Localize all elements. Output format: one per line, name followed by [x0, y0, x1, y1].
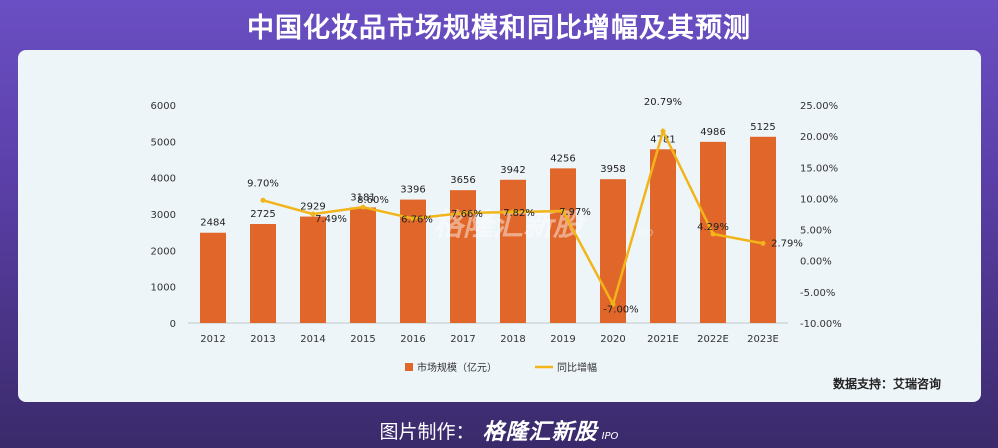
bar-value-label: 2929 [300, 202, 325, 213]
footer-credit: 图片制作： [379, 420, 475, 443]
bar [550, 168, 576, 323]
line-value-label: 7.82% [503, 208, 535, 219]
y2-axis-tick-label: -5.00% [800, 288, 835, 299]
footer-brand: 格隆汇新股 [482, 420, 598, 445]
y-axis-tick-label: 1000 [151, 283, 176, 294]
bar [200, 232, 226, 323]
y2-axis-tick-label: 5.00% [800, 226, 832, 237]
line-point [560, 208, 566, 214]
y2-axis-tick-label: 20.00% [800, 132, 838, 143]
legend-line-label: 同比增幅 [557, 361, 597, 374]
line-point [510, 209, 516, 215]
line-point [710, 231, 716, 237]
bar-value-label: 4256 [550, 153, 575, 164]
line-value-label: 7.49% [315, 214, 347, 225]
line-value-label: 7.97% [559, 207, 591, 218]
bar-value-label: 3181 [350, 192, 375, 203]
x-axis-tick-label: 2019 [550, 334, 575, 345]
x-axis-tick-label: 2021E [647, 334, 679, 345]
watermark-sub: IPO [638, 229, 653, 239]
footer-brand-sub: IPO [601, 430, 619, 442]
bar [500, 179, 526, 323]
bar-value-label: 3958 [600, 164, 625, 175]
line-point [760, 240, 766, 246]
combo-chart: 0 1000 2000 3000 4000 5000 6000 -10.00% -5.00% 0.… [151, 97, 842, 374]
bar-value-label: 3942 [500, 165, 525, 176]
y2-axis-tick-label: -10.00% [800, 319, 842, 330]
line-point [310, 211, 316, 217]
bar [750, 136, 776, 323]
x-axis-tick-label: 2012 [200, 334, 225, 345]
bar-value-label: 4781 [650, 134, 675, 145]
bar-value-label: 3656 [450, 175, 475, 186]
y2-axis-tick-label: 15.00% [800, 163, 838, 174]
line-point [410, 216, 416, 222]
line-value-label: -7.00% [603, 304, 638, 315]
line-value-label: 4.29% [697, 222, 729, 233]
line-point [360, 204, 366, 210]
y2-axis-tick-label: 10.00% [800, 194, 838, 205]
y-axis-tick-label: 3000 [151, 210, 176, 221]
bar [250, 223, 276, 323]
bar-value-label: 5125 [750, 122, 775, 133]
line-value-label: 2.79% [771, 238, 803, 249]
y2-axis-tick-label: 25.00% [800, 101, 838, 112]
bar-value-label: 4986 [700, 127, 725, 138]
bar [350, 207, 376, 323]
x-axis-tick-label: 2015 [350, 334, 375, 345]
y-axis-tick-label: 6000 [151, 101, 176, 112]
bar [650, 149, 676, 323]
x-axis-tick-label: 2013 [250, 334, 275, 345]
line-value-label: 20.79% [644, 97, 682, 108]
legend-bar-label: 市场规模（亿元） [417, 361, 497, 374]
line-point [610, 301, 616, 307]
bar [300, 216, 326, 323]
line-value-label: 6.76% [401, 215, 433, 226]
line-value-label: 7.66% [451, 209, 483, 220]
bar-value-label: 2725 [250, 209, 275, 220]
bar [600, 179, 626, 323]
legend-bar-swatch [405, 363, 413, 371]
line-point [460, 210, 466, 216]
x-axis-tick-label: 2020 [600, 334, 625, 345]
x-axis-tick-label: 2017 [450, 334, 475, 345]
y2-axis-tick-label: 0.00% [800, 257, 832, 268]
x-axis-tick-label: 2023E [747, 334, 779, 345]
y-axis-tick-label: 5000 [151, 137, 176, 148]
x-axis-tick-label: 2016 [400, 334, 425, 345]
footer: 图片制作： 格隆汇新股 IPO [0, 412, 998, 448]
data-source: 数据支持：艾瑞咨询 [832, 377, 941, 391]
line-value-label: 8.60% [357, 195, 389, 206]
line-value-label: 9.70% [247, 178, 279, 189]
bar-value-label: 2484 [200, 218, 225, 229]
chart-title: 中国化妆品市场规模和同比增幅及其预测 [247, 13, 751, 44]
x-axis-tick-label: 2018 [500, 334, 525, 345]
bar-value-label: 3396 [400, 185, 425, 196]
y-axis-tick-label: 4000 [151, 174, 176, 185]
line-point [260, 197, 266, 203]
line-point [660, 128, 666, 134]
chart-panel: 0 1000 2000 3000 4000 5000 6000 -10.00% -5.00% 0.… [18, 50, 981, 402]
y-axis-tick-label: 0 [170, 319, 176, 330]
x-axis-tick-label: 2022E [697, 334, 729, 345]
x-axis-tick-label: 2014 [300, 334, 325, 345]
y-axis-tick-label: 2000 [151, 246, 176, 257]
